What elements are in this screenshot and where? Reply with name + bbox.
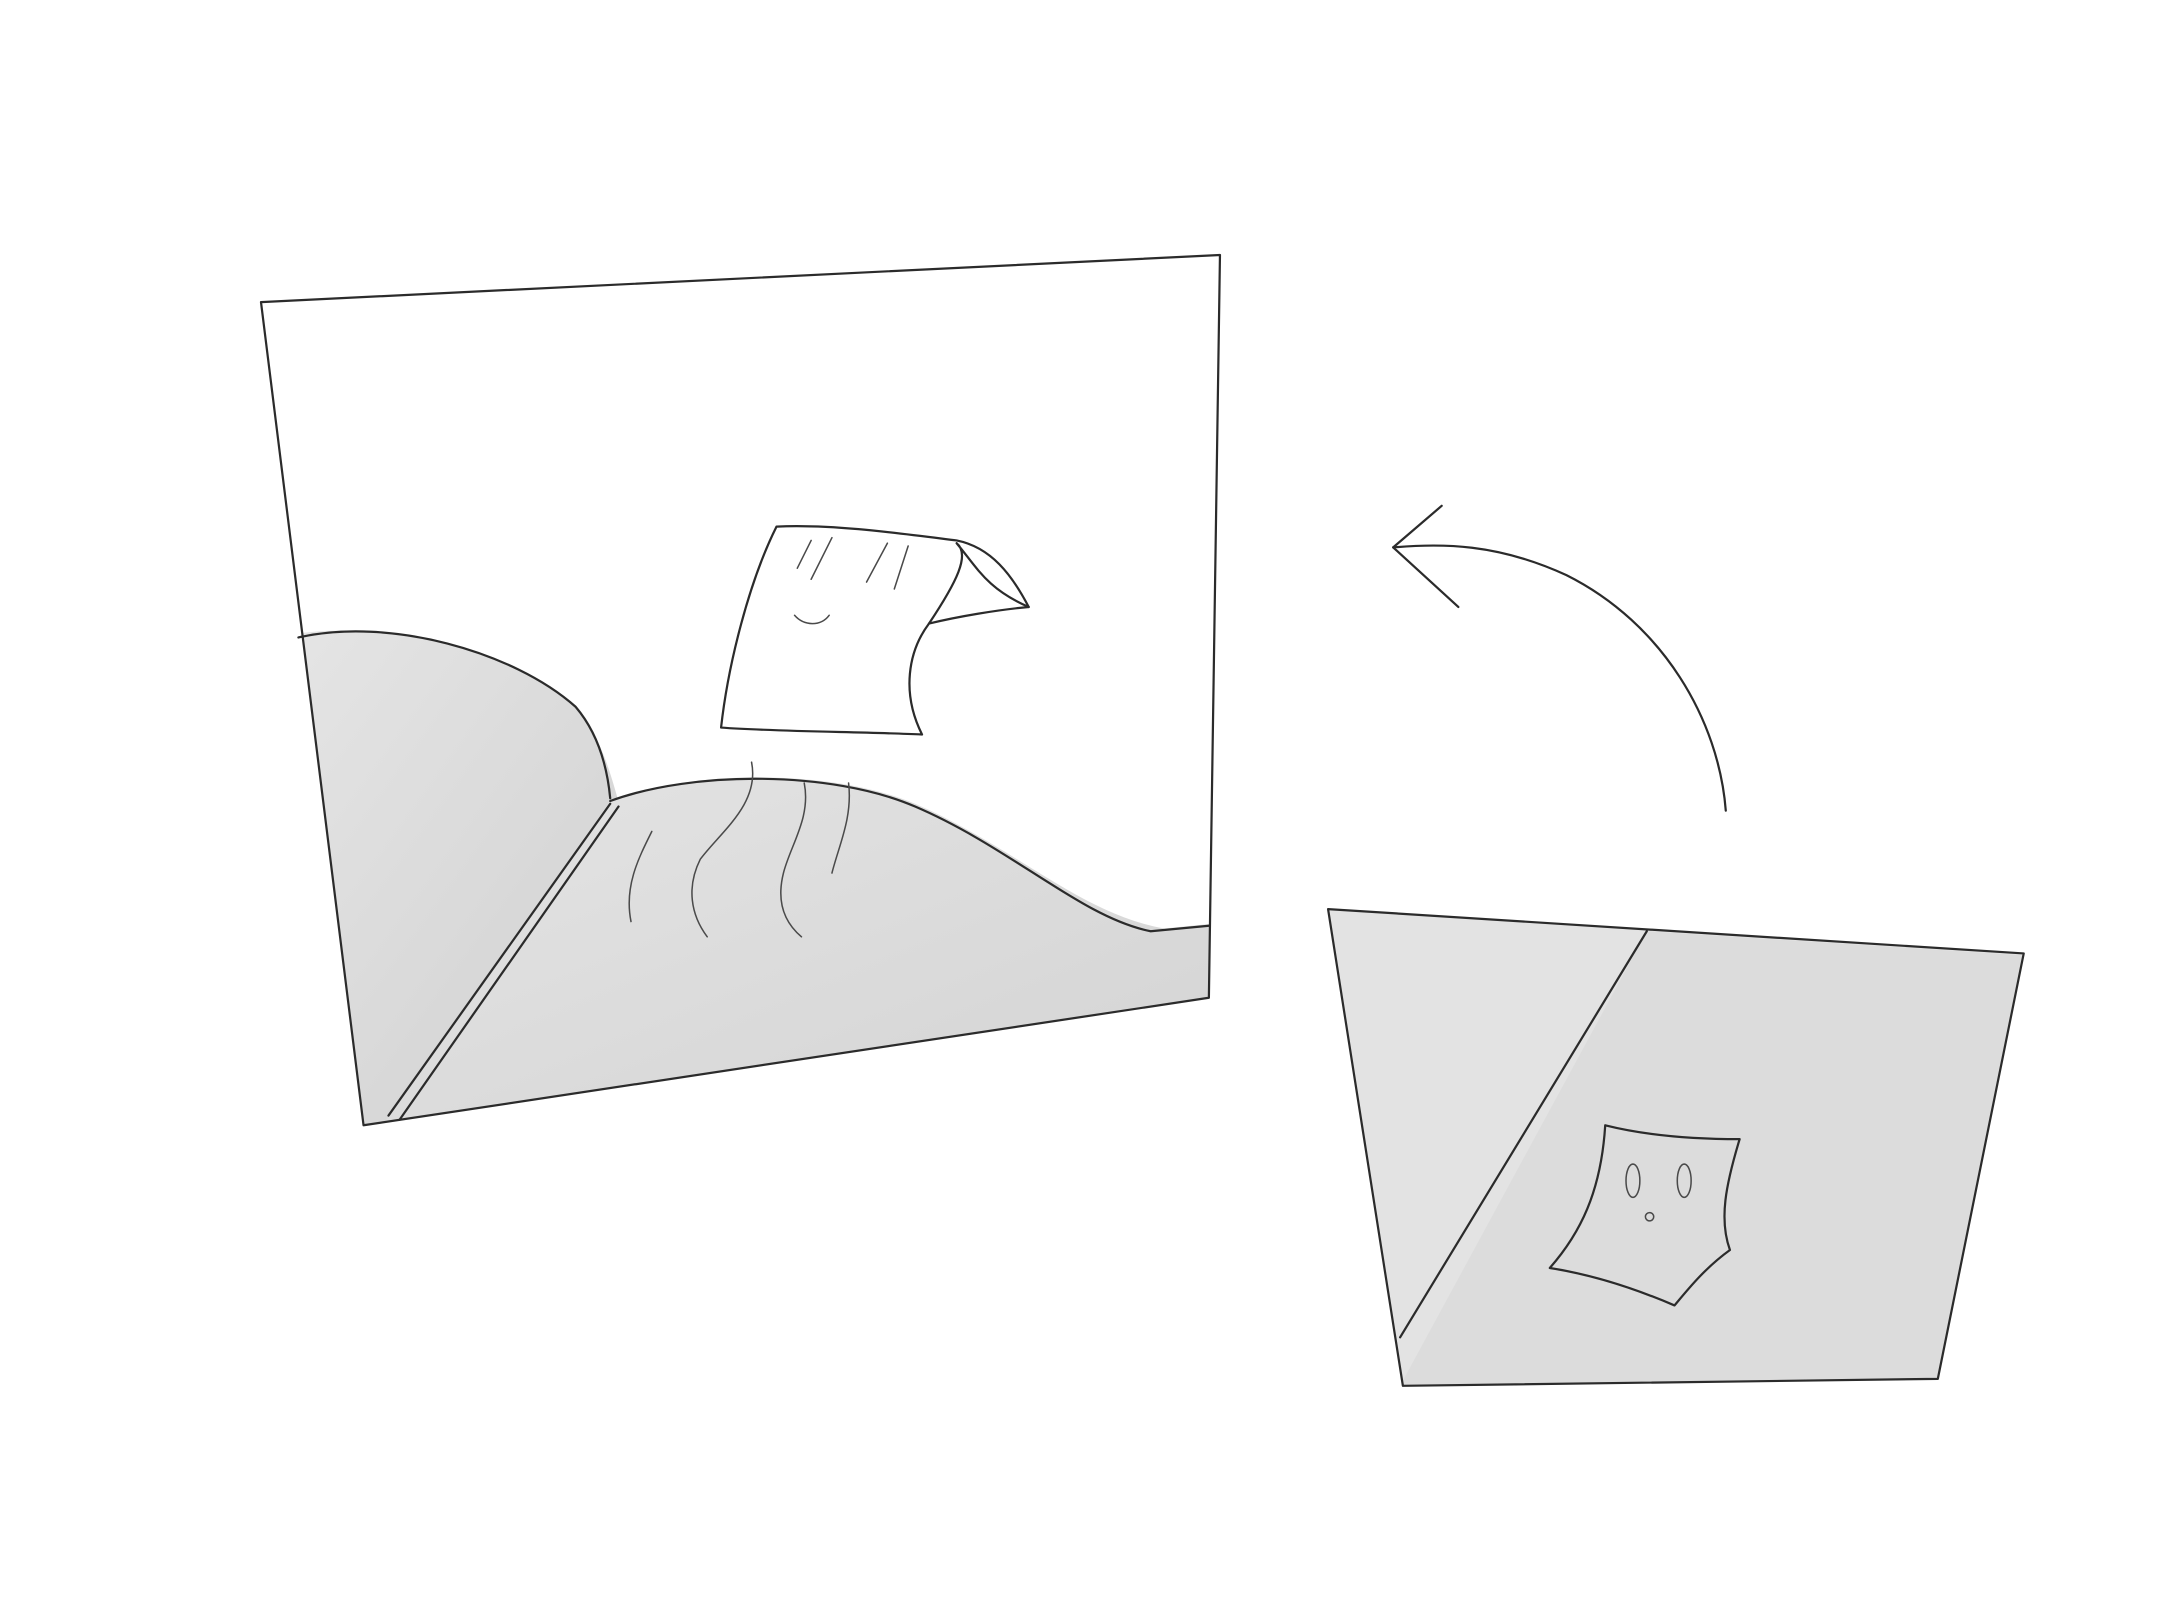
- flying-creature: [628, 525, 1030, 938]
- small-creature: [1548, 1124, 1741, 1307]
- small-panel: [1326, 907, 2025, 1387]
- back-hill-edge: [297, 630, 612, 800]
- panel-frame: [1326, 907, 2025, 1387]
- ridge-line: [387, 802, 620, 1121]
- arrow: [1392, 504, 1727, 812]
- large-panel: [259, 253, 1222, 1127]
- front-hill-edge: [609, 777, 1210, 933]
- panel-frame: [259, 253, 1222, 1127]
- wall-edge: [1399, 930, 1648, 1339]
- landscape: [260, 630, 1220, 1126]
